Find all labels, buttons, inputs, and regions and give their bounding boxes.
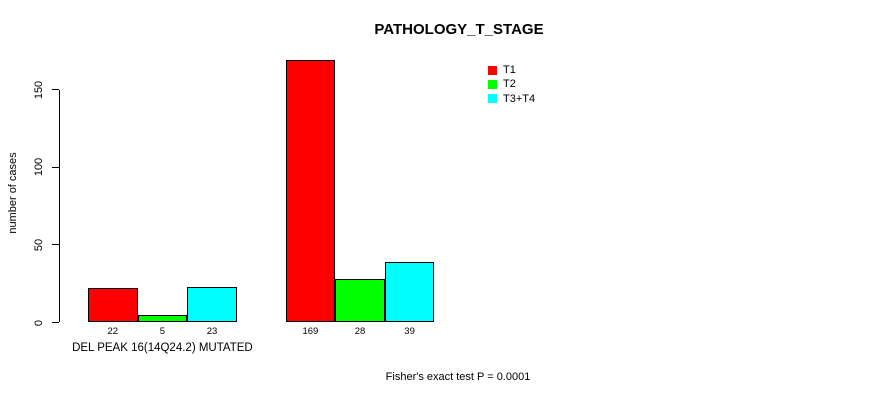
bar	[335, 279, 385, 323]
legend-swatch	[488, 65, 497, 75]
y-tick-label: 150	[33, 80, 45, 99]
bar-value-label: 169	[302, 325, 319, 337]
legend-row: T2	[488, 77, 535, 91]
bar-value-label: 23	[206, 325, 218, 337]
legend-swatch	[488, 94, 497, 104]
legend-row: T1	[488, 63, 535, 77]
y-tick	[52, 166, 59, 168]
bar-value-label: 22	[107, 325, 119, 337]
legend-label: T1	[503, 64, 516, 77]
bar-value-label: 28	[354, 325, 366, 337]
bar	[137, 314, 188, 323]
bar-value-label: 5	[159, 325, 166, 337]
bar	[285, 60, 336, 323]
bar-value-label: 39	[404, 325, 415, 337]
bar	[187, 286, 237, 323]
x-group-label: DEL PEAK 16(14Q24.2) MUTATED	[72, 342, 253, 354]
legend-label: T3+T4	[503, 92, 536, 105]
bar	[384, 261, 435, 323]
y-axis-label: number of cases	[7, 152, 19, 234]
y-axis-line	[59, 89, 60, 323]
legend-swatch	[488, 79, 497, 89]
y-tick	[52, 244, 59, 246]
annotation-text: Fisher's exact test P = 0.0001	[385, 371, 531, 383]
y-tick	[52, 89, 59, 91]
y-tick-label: 100	[33, 158, 45, 177]
y-tick-label: 50	[33, 238, 45, 252]
y-tick	[52, 322, 59, 323]
bar	[88, 288, 138, 323]
legend-label: T2	[503, 78, 516, 91]
legend: T1 T2 T3+T4	[488, 63, 535, 106]
y-tick-label: 0	[33, 319, 45, 326]
legend-row: T3+T4	[488, 92, 535, 106]
chart-title: PATHOLOGY_T_STAGE	[374, 21, 544, 38]
